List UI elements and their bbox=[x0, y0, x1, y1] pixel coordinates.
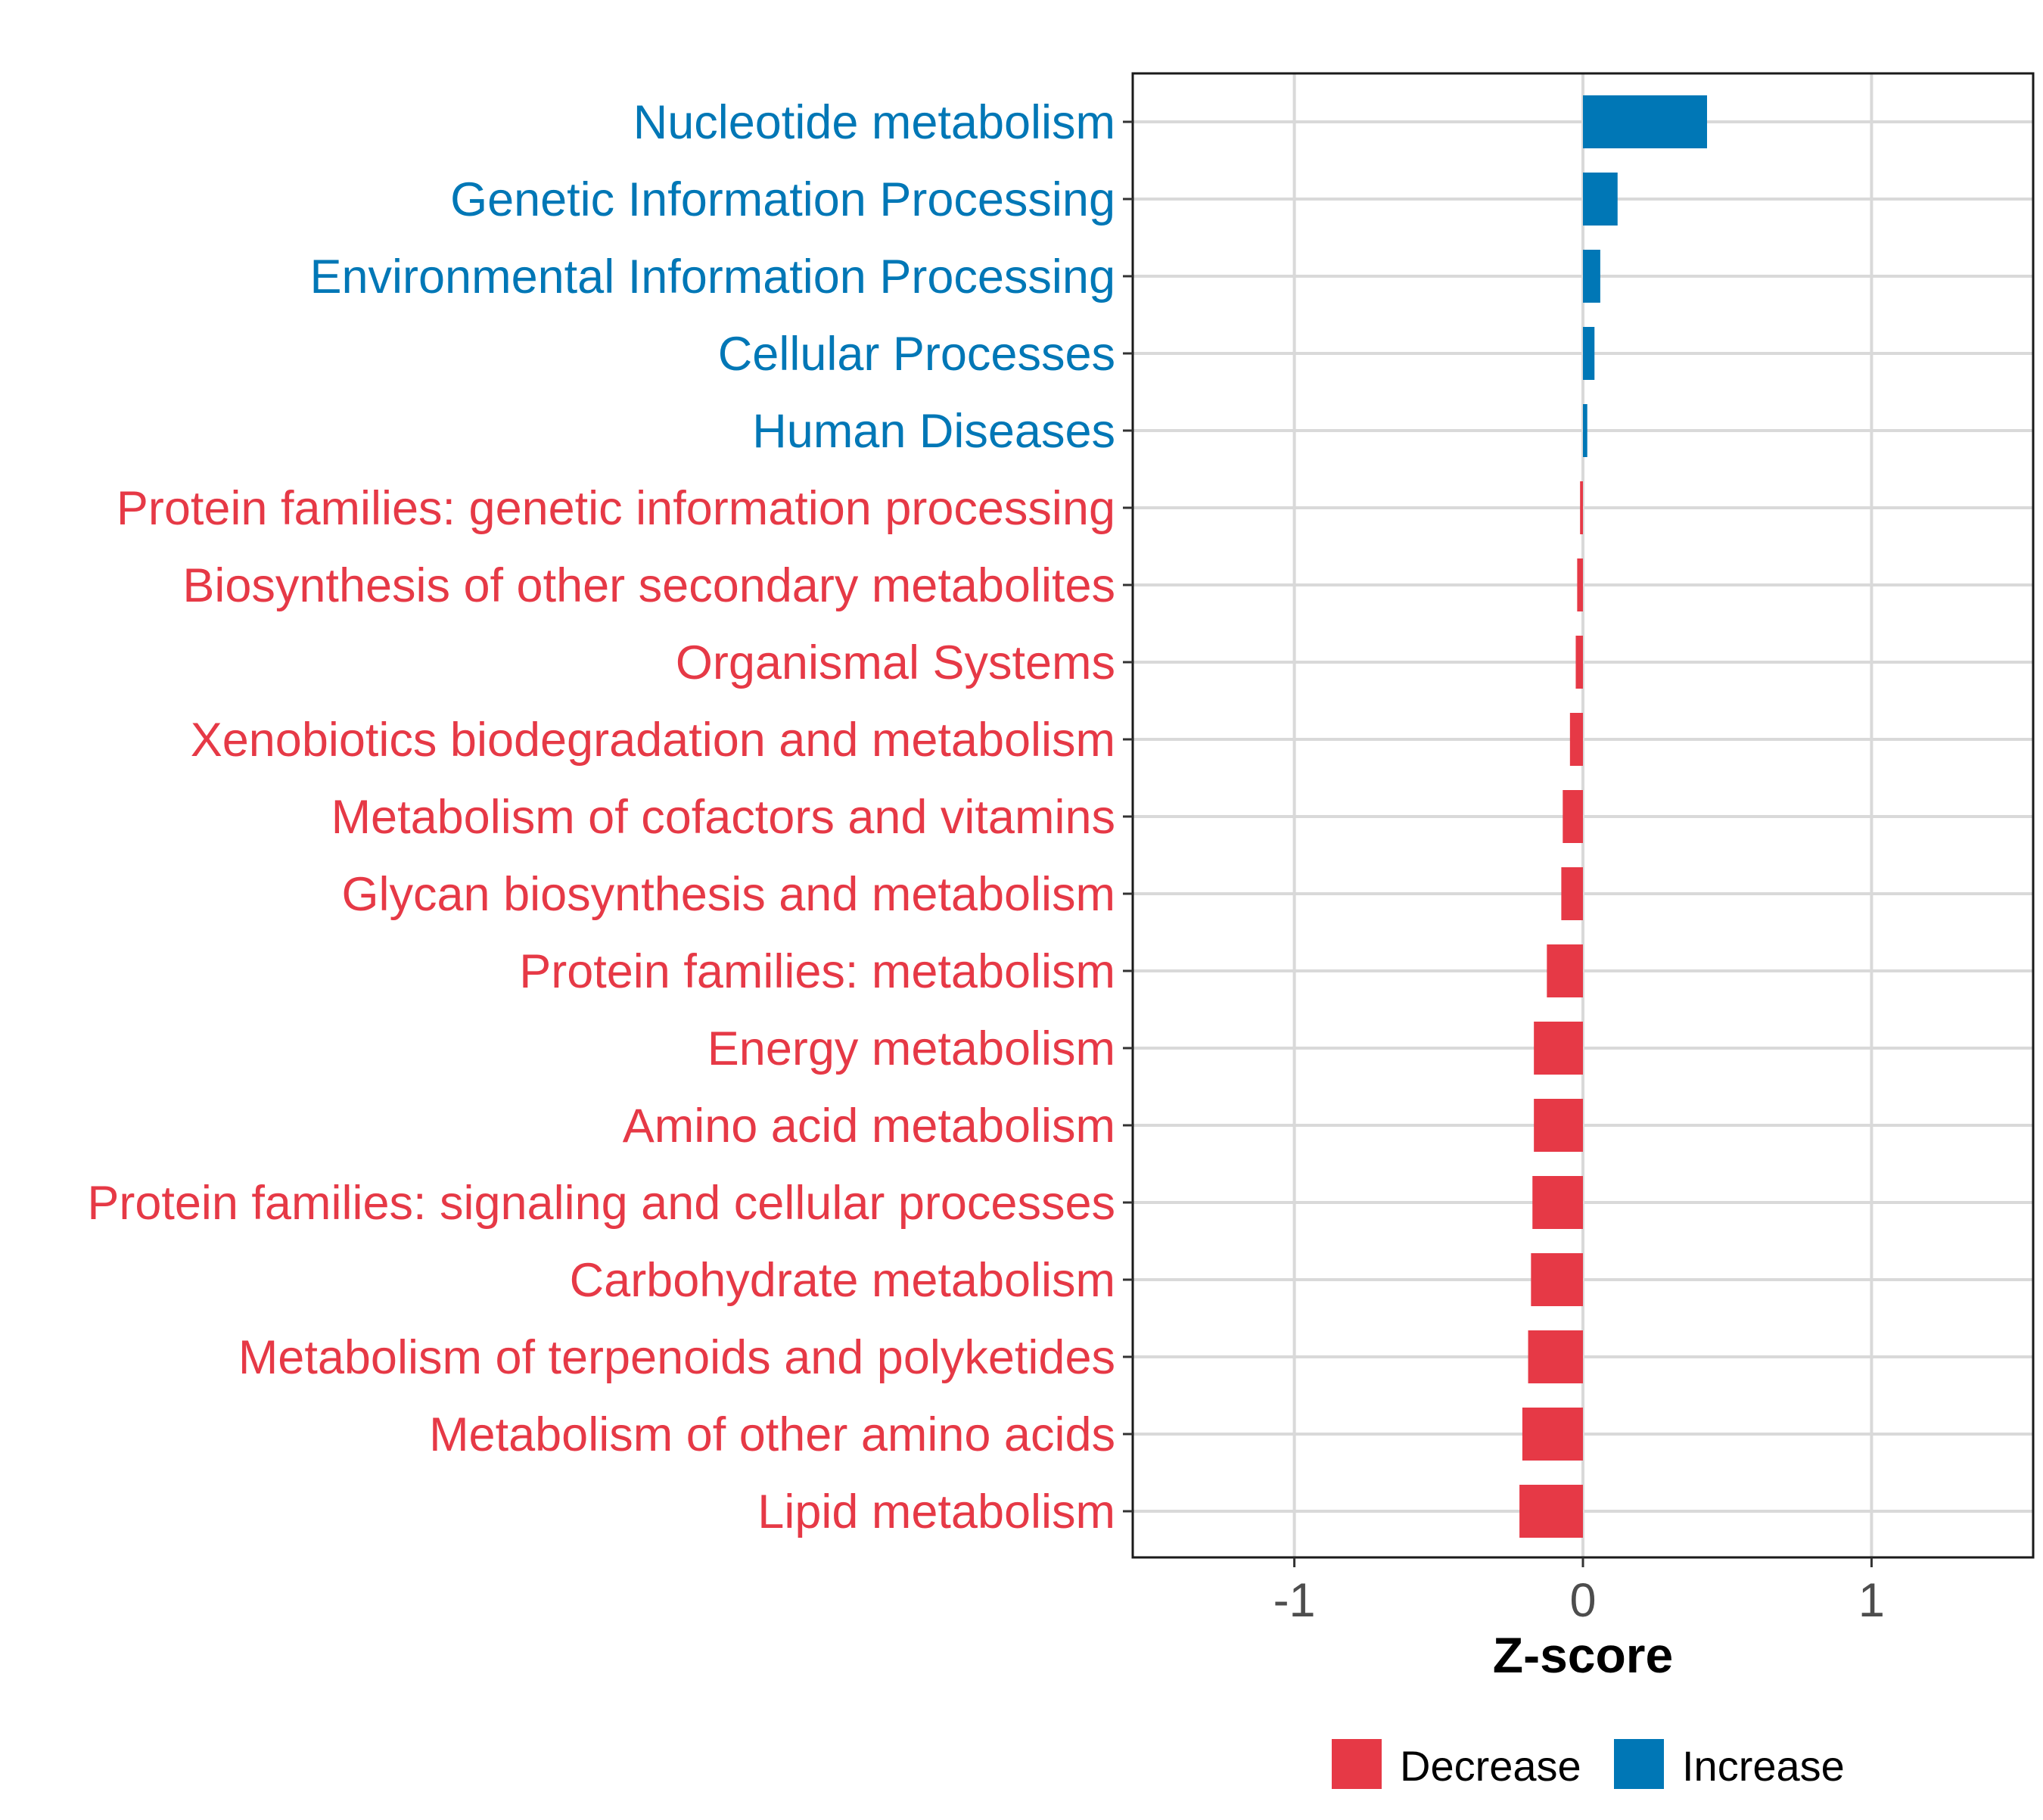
y-tick-label: Carbohydrate metabolism bbox=[570, 1254, 1115, 1307]
y-tick-label: Energy metabolism bbox=[707, 1022, 1115, 1075]
y-tick-label: Metabolism of other amino acids bbox=[429, 1408, 1115, 1461]
bar bbox=[1583, 327, 1595, 380]
y-tick-label: Environmental Information Processing bbox=[309, 250, 1115, 303]
bar bbox=[1583, 173, 1618, 226]
y-tick-label: Genetic Information Processing bbox=[450, 173, 1115, 226]
x-axis-ticks: -1 0 1 bbox=[1273, 1557, 1885, 1627]
x-tick-label: 1 bbox=[1858, 1574, 1885, 1627]
bar bbox=[1534, 1099, 1583, 1152]
bar bbox=[1583, 95, 1708, 148]
x-tick-label: 0 bbox=[1569, 1574, 1596, 1627]
y-tick-label: Organismal Systems bbox=[676, 636, 1115, 689]
legend-key-decrease bbox=[1332, 1739, 1382, 1789]
legend-label-increase: Increase bbox=[1682, 1742, 1845, 1790]
bar bbox=[1534, 1022, 1583, 1075]
bar bbox=[1522, 1408, 1583, 1461]
bar bbox=[1575, 636, 1583, 689]
y-tick-label: Metabolism of cofactors and vitamins bbox=[331, 791, 1115, 844]
bar bbox=[1580, 481, 1583, 534]
y-tick-label: Xenobiotics biodegradation and metabolis… bbox=[191, 714, 1115, 767]
y-tick-label: Metabolism of terpenoids and polyketides bbox=[238, 1331, 1115, 1384]
bar bbox=[1569, 713, 1583, 766]
legend: Decrease Increase bbox=[1332, 1739, 1845, 1790]
bar bbox=[1528, 1330, 1583, 1383]
y-tick-label: Human Diseases bbox=[752, 405, 1115, 458]
bar bbox=[1547, 944, 1583, 997]
bar bbox=[1577, 558, 1583, 611]
y-tick-label: Glycan biosynthesis and metabolism bbox=[342, 868, 1116, 921]
y-tick-label: Protein families: genetic information pr… bbox=[117, 482, 1115, 535]
bar bbox=[1563, 790, 1583, 843]
legend-label-decrease: Decrease bbox=[1400, 1742, 1581, 1790]
bar bbox=[1583, 250, 1600, 303]
y-tick-label: Biosynthesis of other secondary metaboli… bbox=[182, 559, 1115, 612]
bar bbox=[1583, 404, 1587, 457]
legend-key-increase bbox=[1614, 1739, 1664, 1789]
bar bbox=[1532, 1176, 1583, 1229]
x-tick-label: -1 bbox=[1273, 1574, 1316, 1627]
bar bbox=[1561, 867, 1583, 920]
y-tick-label: Protein families: metabolism bbox=[519, 945, 1115, 998]
y-axis-ticks: Nucleotide metabolism Genetic Information… bbox=[87, 96, 1133, 1538]
y-tick-label: Amino acid metabolism bbox=[623, 1100, 1115, 1153]
bar bbox=[1519, 1485, 1583, 1538]
bar bbox=[1531, 1253, 1583, 1306]
bars bbox=[1519, 95, 1708, 1538]
y-tick-label: Lipid metabolism bbox=[757, 1486, 1115, 1538]
x-axis-title: Z-score bbox=[1493, 1627, 1673, 1683]
y-tick-label: Protein families: signaling and cellular… bbox=[87, 1177, 1115, 1230]
y-tick-label: Cellular Processes bbox=[718, 328, 1115, 381]
y-tick-label: Nucleotide metabolism bbox=[633, 96, 1115, 149]
